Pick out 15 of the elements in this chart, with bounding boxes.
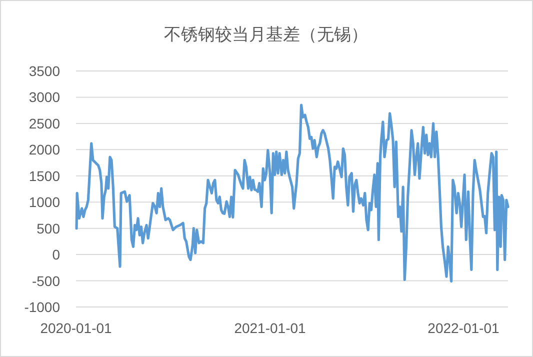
y-tick-label: 1000	[28, 194, 60, 210]
y-tick-label: 1500	[28, 168, 60, 184]
y-tick-label: 500	[36, 220, 60, 236]
chart-title: 不锈钢较当月基差（无锡）	[164, 25, 368, 44]
y-tick-label: 3000	[28, 89, 60, 106]
y-tick-label: -500	[32, 272, 60, 289]
x-tick-label: 2022-01-01	[428, 320, 500, 336]
y-tick-label: 0	[52, 246, 60, 263]
y-tick-label: -1000	[24, 299, 60, 315]
line-series	[75, 104, 510, 283]
x-tick-label: 2021-01-01	[234, 320, 306, 336]
y-tick-label: 3500	[28, 63, 60, 79]
y-tick-label: 2000	[28, 142, 60, 158]
y-tick-label: 2500	[28, 115, 60, 132]
x-tick-label: 2020-01-01	[40, 320, 112, 336]
